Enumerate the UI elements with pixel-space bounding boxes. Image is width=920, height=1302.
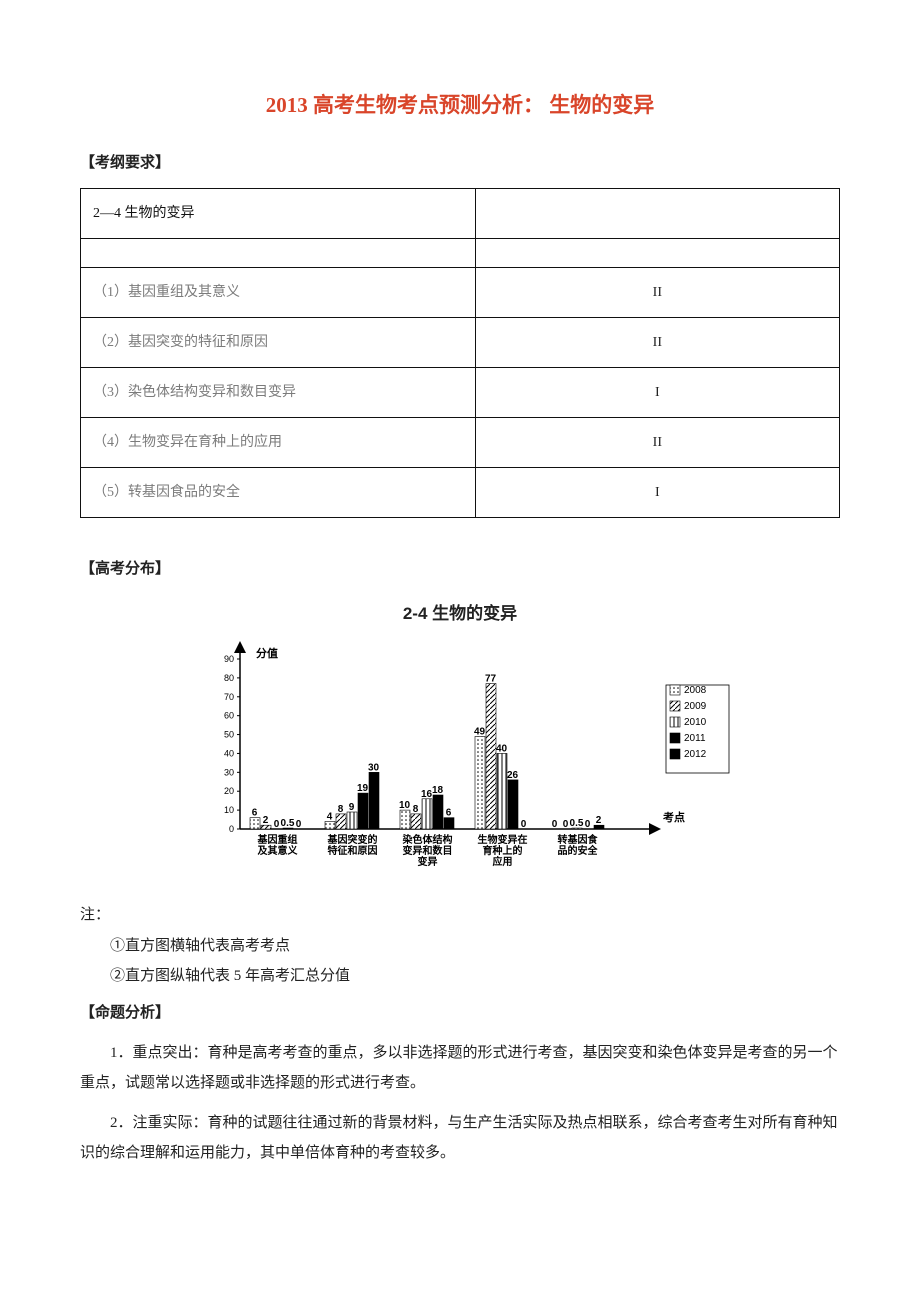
svg-text:26: 26	[507, 770, 519, 781]
req-cell-level: II	[475, 318, 839, 368]
analysis-para-1: 1．重点突出：育种是高考考查的重点，多以非选择题的形式进行考查，基因突变和染色体…	[80, 1038, 840, 1098]
svg-text:2011: 2011	[684, 733, 706, 744]
req-cell-left: （5）转基因食品的安全	[81, 468, 476, 518]
svg-text:考点: 考点	[663, 810, 685, 824]
req-cell-level: II	[475, 268, 839, 318]
req-cell-left: 2—4 生物的变异	[81, 189, 476, 239]
svg-text:90: 90	[224, 654, 234, 664]
svg-text:40: 40	[224, 748, 234, 758]
svg-text:生物变异在: 生物变异在	[478, 833, 528, 846]
svg-text:8: 8	[338, 804, 344, 815]
analysis-heading: 【命题分析】	[80, 1002, 840, 1025]
svg-text:应用: 应用	[493, 855, 513, 868]
svg-text:0.5: 0.5	[570, 818, 584, 829]
svg-text:6: 6	[446, 808, 452, 819]
svg-text:2008: 2008	[684, 685, 707, 696]
svg-text:0: 0	[585, 819, 591, 830]
svg-text:8: 8	[413, 804, 419, 815]
svg-text:0: 0	[274, 819, 280, 830]
svg-text:特征和原因: 特征和原因	[328, 844, 378, 857]
svg-text:40: 40	[496, 743, 508, 754]
req-cell-level	[475, 239, 839, 268]
svg-text:2010: 2010	[684, 717, 707, 728]
svg-text:2012: 2012	[684, 749, 707, 760]
req-cell-left	[81, 239, 476, 268]
svg-text:49: 49	[474, 726, 486, 737]
chart-container: 2-4 生物的变异 0102030405060708090分值考点6200.50…	[80, 601, 840, 890]
page-title: 2013 高考生物考点预测分析： 生物的变异	[80, 90, 840, 122]
req-heading: 【考纲要求】	[80, 152, 840, 175]
svg-text:育种上的: 育种上的	[483, 844, 523, 857]
svg-text:18: 18	[432, 785, 444, 796]
dist-heading: 【高考分布】	[80, 558, 840, 581]
svg-text:0: 0	[563, 819, 569, 830]
req-cell-left: （3）染色体结构变异和数目变异	[81, 368, 476, 418]
svg-text:16: 16	[421, 789, 433, 800]
svg-text:2: 2	[263, 815, 269, 826]
svg-text:20: 20	[224, 786, 234, 796]
svg-text:0.5: 0.5	[281, 818, 295, 829]
svg-text:0: 0	[521, 819, 527, 830]
req-cell-left: （4）生物变异在育种上的应用	[81, 418, 476, 468]
svg-text:9: 9	[349, 802, 355, 813]
svg-text:变异: 变异	[418, 855, 438, 868]
score-bar-chart: 0102030405060708090分值考点6200.50基因重组及其意义48…	[180, 634, 740, 889]
svg-text:19: 19	[357, 783, 369, 794]
svg-text:4: 4	[327, 811, 333, 822]
req-cell-level: I	[475, 368, 839, 418]
svg-text:转基因食: 转基因食	[558, 833, 599, 846]
svg-text:变异和数目: 变异和数目	[403, 844, 453, 857]
analysis-para-2: 2．注重实际：育种的试题往往通过新的背景材料，与生产生活实际及热点相联系，综合考…	[80, 1108, 840, 1168]
notes-item-2: ②直方图纵轴代表 5 年高考汇总分值	[80, 965, 840, 988]
notes-lead: 注：	[80, 904, 840, 927]
svg-text:80: 80	[224, 673, 234, 683]
svg-text:0: 0	[296, 819, 302, 830]
req-cell-left: （2）基因突变的特征和原因	[81, 318, 476, 368]
svg-text:30: 30	[224, 767, 234, 777]
svg-text:2009: 2009	[684, 701, 707, 712]
svg-text:0: 0	[229, 824, 234, 834]
svg-text:0: 0	[552, 819, 558, 830]
svg-text:基因重组: 基因重组	[257, 833, 298, 846]
svg-text:10: 10	[224, 805, 234, 815]
svg-text:30: 30	[368, 762, 380, 773]
req-cell-level: I	[475, 468, 839, 518]
svg-text:77: 77	[485, 674, 497, 685]
svg-text:60: 60	[224, 711, 234, 721]
svg-text:品的安全: 品的安全	[558, 844, 599, 857]
req-cell-level	[475, 189, 839, 239]
svg-text:染色体结构: 染色体结构	[402, 833, 453, 846]
svg-text:70: 70	[224, 692, 234, 702]
req-cell-level: II	[475, 418, 839, 468]
notes-item-1: ①直方图横轴代表高考考点	[80, 935, 840, 958]
svg-text:基因突变的: 基因突变的	[327, 833, 378, 846]
svg-text:50: 50	[224, 730, 234, 740]
svg-text:及其意义: 及其意义	[258, 844, 299, 857]
chart-title: 2-4 生物的变异	[80, 601, 840, 627]
svg-text:10: 10	[399, 800, 411, 811]
requirements-table: 2—4 生物的变异（1）基因重组及其意义II（2）基因突变的特征和原因II（3）…	[80, 188, 840, 518]
notes-block: 注： ①直方图横轴代表高考考点 ②直方图纵轴代表 5 年高考汇总分值	[80, 904, 840, 988]
req-cell-left: （1）基因重组及其意义	[81, 268, 476, 318]
svg-text:6: 6	[252, 808, 258, 819]
svg-text:分值: 分值	[256, 646, 278, 660]
svg-text:2: 2	[596, 815, 602, 826]
